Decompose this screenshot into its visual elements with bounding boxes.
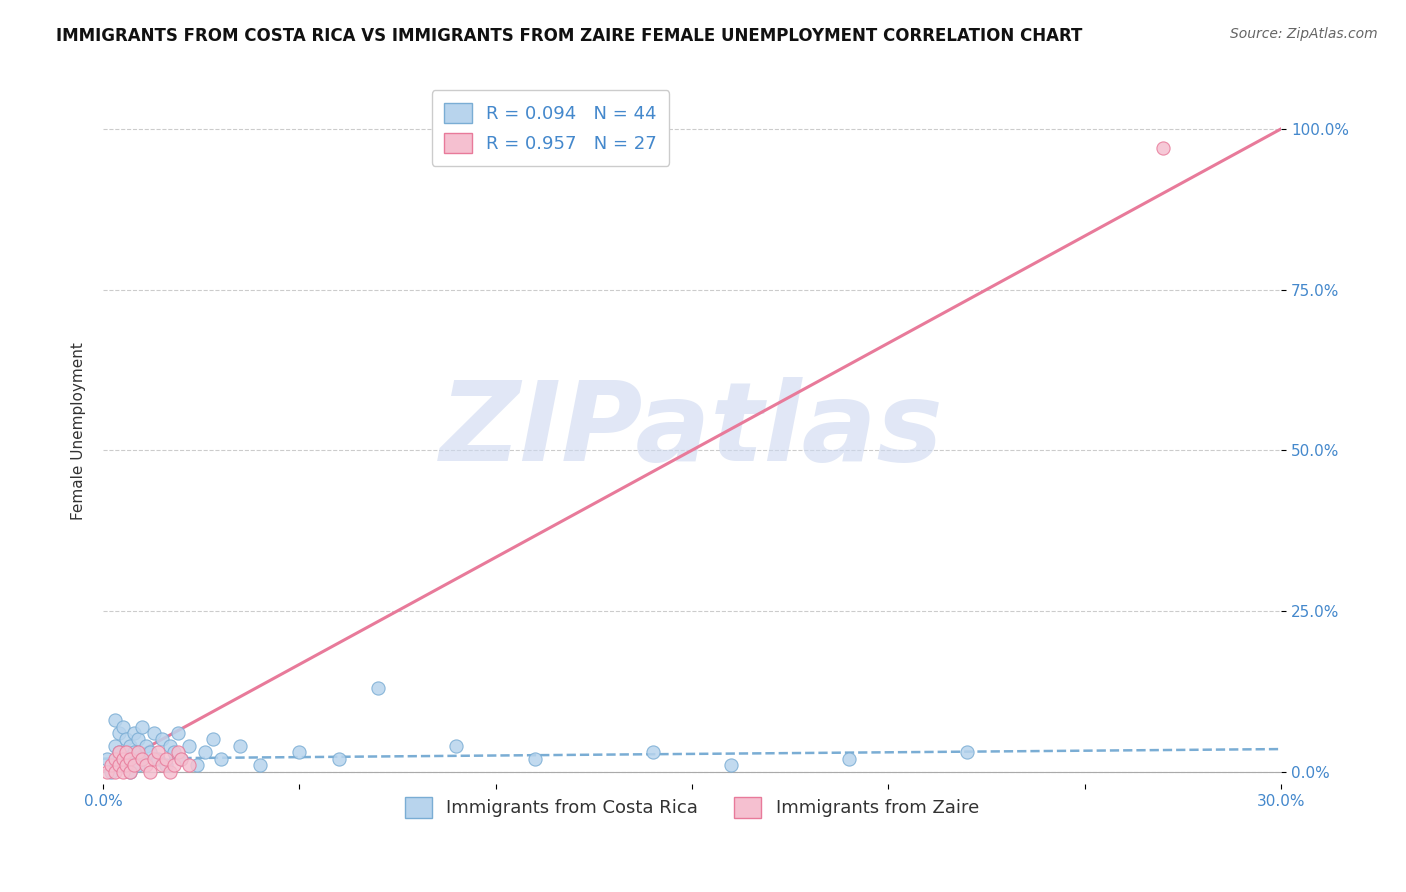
Point bbox=[146, 745, 169, 759]
Point bbox=[367, 681, 389, 695]
Text: Source: ZipAtlas.com: Source: ZipAtlas.com bbox=[1230, 27, 1378, 41]
Point bbox=[131, 752, 153, 766]
Point bbox=[249, 758, 271, 772]
Point bbox=[104, 752, 127, 766]
Y-axis label: Female Unemployment: Female Unemployment bbox=[72, 342, 86, 520]
Point bbox=[446, 739, 468, 753]
Point bbox=[131, 720, 153, 734]
Point bbox=[135, 758, 157, 772]
Point bbox=[838, 752, 860, 766]
Point bbox=[720, 758, 742, 772]
Point bbox=[162, 745, 184, 759]
Point bbox=[111, 752, 134, 766]
Point bbox=[166, 726, 188, 740]
Point bbox=[107, 726, 129, 740]
Point bbox=[1152, 141, 1174, 155]
Point bbox=[100, 764, 122, 779]
Point bbox=[179, 739, 201, 753]
Point bbox=[96, 752, 118, 766]
Point bbox=[170, 752, 193, 766]
Point bbox=[956, 745, 979, 759]
Point bbox=[201, 732, 224, 747]
Point bbox=[96, 764, 118, 779]
Text: IMMIGRANTS FROM COSTA RICA VS IMMIGRANTS FROM ZAIRE FEMALE UNEMPLOYMENT CORRELAT: IMMIGRANTS FROM COSTA RICA VS IMMIGRANTS… bbox=[56, 27, 1083, 45]
Point bbox=[155, 758, 177, 772]
Point bbox=[131, 752, 153, 766]
Point bbox=[328, 752, 350, 766]
Point bbox=[120, 739, 142, 753]
Point bbox=[120, 764, 142, 779]
Point bbox=[111, 758, 134, 772]
Point bbox=[523, 752, 546, 766]
Point bbox=[115, 745, 138, 759]
Point bbox=[120, 764, 142, 779]
Point bbox=[115, 752, 138, 766]
Point bbox=[143, 726, 166, 740]
Point bbox=[100, 758, 122, 772]
Point bbox=[179, 758, 201, 772]
Point bbox=[107, 745, 129, 759]
Point bbox=[139, 764, 162, 779]
Point bbox=[107, 758, 129, 772]
Point bbox=[194, 745, 217, 759]
Point bbox=[104, 764, 127, 779]
Point bbox=[143, 752, 166, 766]
Point bbox=[159, 764, 181, 779]
Point bbox=[127, 745, 149, 759]
Point bbox=[104, 739, 127, 753]
Point bbox=[229, 739, 252, 753]
Point bbox=[115, 732, 138, 747]
Point bbox=[120, 752, 142, 766]
Text: ZIPatlas: ZIPatlas bbox=[440, 377, 943, 484]
Point bbox=[150, 732, 173, 747]
Point bbox=[166, 745, 188, 759]
Point bbox=[135, 739, 157, 753]
Point bbox=[124, 726, 146, 740]
Point bbox=[288, 745, 311, 759]
Point bbox=[124, 758, 146, 772]
Point bbox=[115, 758, 138, 772]
Point bbox=[170, 752, 193, 766]
Point bbox=[155, 752, 177, 766]
Point bbox=[146, 752, 169, 766]
Point bbox=[159, 739, 181, 753]
Point bbox=[111, 720, 134, 734]
Point bbox=[150, 758, 173, 772]
Point bbox=[127, 758, 149, 772]
Point bbox=[186, 758, 208, 772]
Point bbox=[127, 732, 149, 747]
Point bbox=[209, 752, 232, 766]
Point bbox=[107, 745, 129, 759]
Point bbox=[162, 758, 184, 772]
Point bbox=[124, 745, 146, 759]
Point bbox=[111, 764, 134, 779]
Point bbox=[139, 745, 162, 759]
Point bbox=[104, 713, 127, 727]
Legend: Immigrants from Costa Rica, Immigrants from Zaire: Immigrants from Costa Rica, Immigrants f… bbox=[398, 789, 987, 825]
Point bbox=[641, 745, 664, 759]
